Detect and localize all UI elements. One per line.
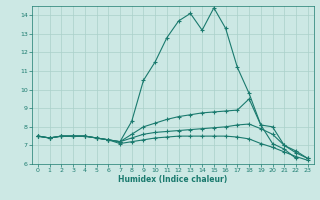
X-axis label: Humidex (Indice chaleur): Humidex (Indice chaleur) xyxy=(118,175,228,184)
